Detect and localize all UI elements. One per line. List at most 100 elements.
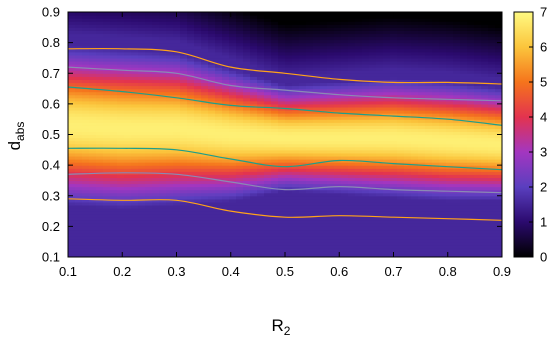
heatmap-cell	[236, 18, 244, 22]
heatmap-cell	[390, 42, 398, 47]
heatmap-cell	[124, 39, 132, 44]
heatmap-cell	[334, 70, 342, 74]
heatmap-cell	[285, 100, 293, 105]
heatmap-cell	[348, 186, 356, 191]
heatmap-cell	[334, 183, 342, 188]
heatmap-cell	[446, 214, 454, 218]
heatmap-cell	[131, 18, 139, 22]
heatmap-cell	[418, 70, 426, 74]
heatmap-cell	[334, 177, 342, 182]
heatmap-cell	[215, 51, 223, 56]
heatmap-cell	[446, 131, 454, 136]
heatmap-cell	[257, 51, 265, 56]
heatmap-cell	[432, 45, 440, 50]
heatmap-cell	[110, 195, 118, 200]
heatmap-cell	[250, 21, 258, 25]
heatmap-cell	[460, 128, 468, 133]
heatmap-cell	[299, 226, 307, 231]
heatmap-cell	[138, 208, 146, 212]
heatmap-cell	[243, 15, 251, 19]
heatmap-cell	[439, 134, 447, 139]
heatmap-cell	[425, 174, 433, 178]
heatmap-cell	[82, 198, 90, 203]
heatmap-cell	[313, 51, 321, 56]
heatmap-cell	[418, 143, 426, 148]
heatmap-cell	[418, 247, 426, 252]
heatmap-cell	[257, 42, 265, 47]
heatmap-cell	[250, 244, 258, 249]
heatmap-cell	[313, 217, 321, 221]
heatmap-cell	[271, 192, 279, 197]
heatmap-cell	[89, 201, 97, 206]
heatmap-cell	[355, 146, 363, 151]
heatmap-cell	[82, 149, 90, 154]
heatmap-cell	[439, 174, 447, 178]
heatmap-cell	[152, 82, 160, 87]
heatmap-cell	[145, 91, 153, 96]
heatmap-cell	[425, 100, 433, 105]
heatmap-cell	[411, 64, 419, 68]
heatmap-cell	[208, 51, 216, 56]
heatmap-cell	[75, 223, 83, 227]
heatmap-cell	[285, 12, 293, 16]
heatmap-cell	[446, 174, 454, 178]
heatmap-cell	[495, 70, 502, 74]
heatmap-cell	[362, 88, 370, 93]
heatmap-cell	[271, 91, 279, 96]
heatmap-cell	[488, 128, 496, 133]
heatmap-cell	[355, 88, 363, 93]
heatmap-cell	[166, 36, 174, 41]
heatmap-cell	[306, 18, 314, 22]
heatmap-cell	[495, 119, 502, 123]
heatmap-cell	[229, 88, 237, 93]
heatmap-cell	[166, 21, 174, 25]
heatmap-cell	[327, 226, 335, 231]
heatmap-cell	[432, 174, 440, 178]
heatmap-cell	[264, 100, 272, 105]
heatmap-cell	[439, 235, 447, 240]
heatmap-cell	[222, 61, 230, 65]
heatmap-cell	[313, 223, 321, 227]
heatmap-cell	[278, 180, 286, 185]
heatmap-cell	[215, 140, 223, 145]
heatmap-cell	[446, 48, 454, 53]
heatmap-cell	[481, 85, 489, 90]
heatmap-cell	[194, 67, 202, 71]
heatmap-cell	[432, 244, 440, 249]
heatmap-cell	[257, 128, 265, 133]
heatmap-cell	[292, 247, 300, 252]
heatmap-cell	[327, 244, 335, 249]
heatmap-cell	[75, 57, 83, 62]
heatmap-cell	[376, 149, 384, 154]
heatmap-cell	[166, 91, 174, 96]
heatmap-cell	[285, 159, 293, 163]
heatmap-cell	[215, 122, 223, 126]
heatmap-cell	[292, 128, 300, 133]
heatmap-cell	[257, 235, 265, 240]
heatmap-cell	[194, 211, 202, 215]
heatmap-cell	[355, 180, 363, 185]
heatmap-cell	[488, 79, 496, 84]
heatmap-cell	[439, 238, 447, 243]
heatmap-cell	[236, 64, 244, 68]
heatmap-cell	[271, 61, 279, 65]
heatmap-cell	[481, 189, 489, 194]
heatmap-cell	[320, 253, 328, 257]
heatmap-cell	[299, 15, 307, 19]
heatmap-cell	[166, 226, 174, 231]
heatmap-cell	[152, 235, 160, 240]
heatmap-cell	[222, 79, 230, 84]
heatmap-cell	[334, 186, 342, 191]
heatmap-cell	[474, 250, 482, 255]
heatmap-cell	[376, 155, 384, 160]
heatmap-cell	[474, 27, 482, 31]
heatmap-cell	[152, 39, 160, 44]
heatmap-cell	[215, 42, 223, 47]
heatmap-cell	[404, 39, 412, 44]
heatmap-cell	[488, 180, 496, 185]
heatmap-cell	[138, 165, 146, 169]
heatmap-cell	[432, 247, 440, 252]
heatmap-cell	[299, 162, 307, 166]
heatmap-cell	[439, 149, 447, 154]
heatmap-cell	[131, 177, 139, 182]
